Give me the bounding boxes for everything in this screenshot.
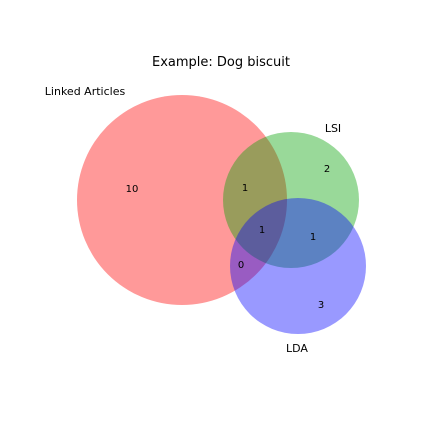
region-linked-lsi: 1 [242, 183, 248, 194]
region-lsi-lda: 1 [310, 232, 316, 243]
set-label-lsi: LSI [325, 122, 341, 135]
circle-lda [230, 198, 366, 334]
set-label-lda: LDA [286, 342, 308, 355]
set-label-linked-articles: Linked Articles [45, 85, 126, 98]
circle-lsi [223, 132, 359, 268]
diagram-title: Example: Dog biscuit [152, 55, 290, 70]
region-lsi-only: 2 [324, 164, 330, 175]
region-all-three: 1 [259, 225, 265, 236]
circle-linked-articles [77, 95, 287, 305]
region-linked-lda: 0 [238, 260, 244, 271]
region-linked-only: 10 [126, 184, 139, 195]
region-lda-only: 3 [318, 300, 324, 311]
